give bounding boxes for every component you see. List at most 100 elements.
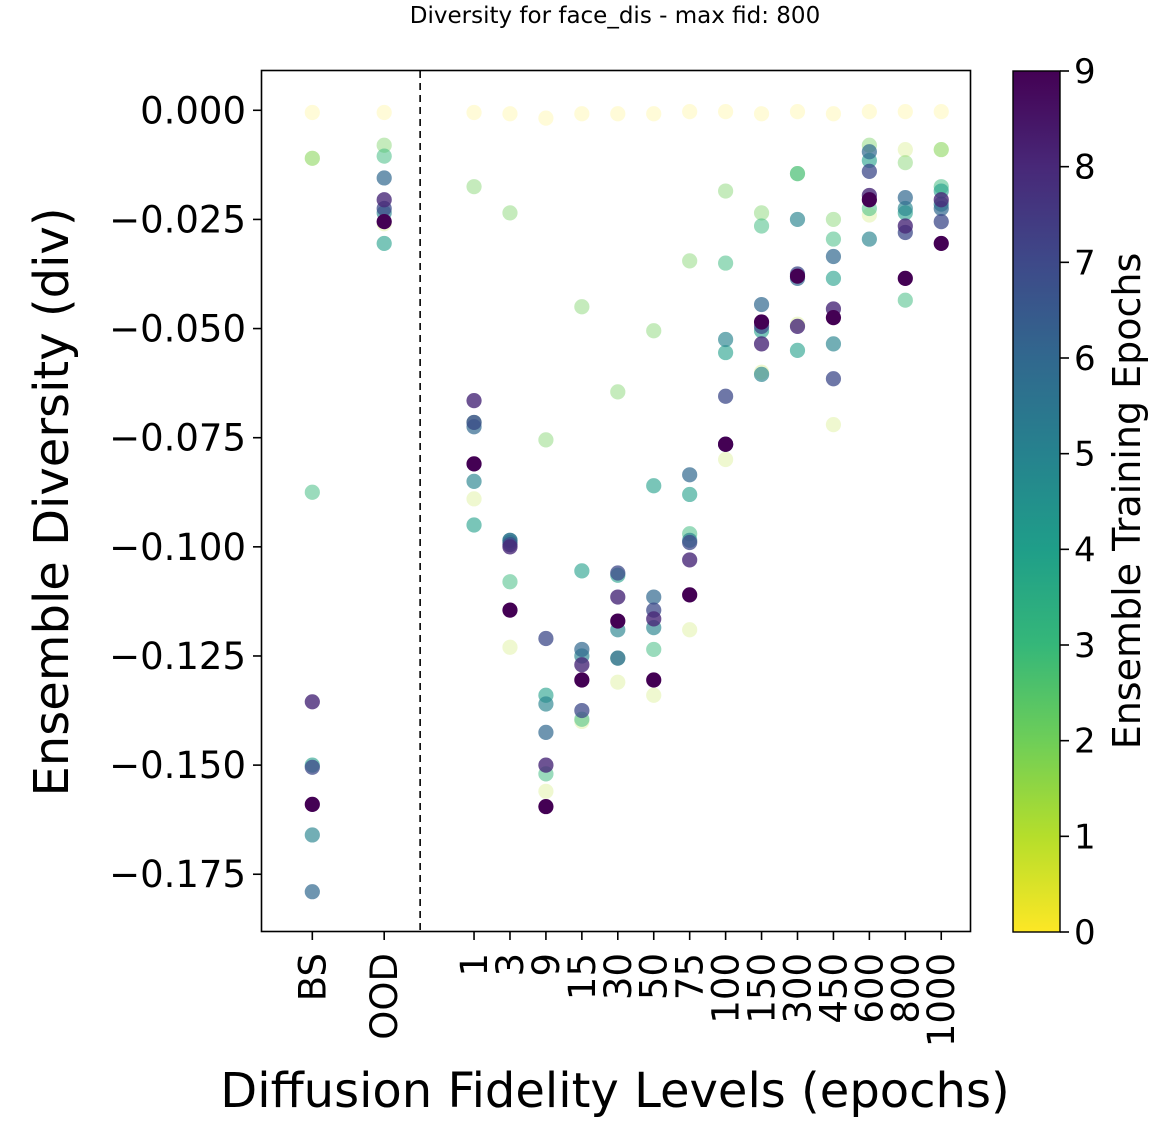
data-point	[304, 150, 320, 166]
data-point	[466, 517, 482, 533]
data-point	[538, 798, 554, 815]
data-point	[646, 641, 662, 658]
data-point	[753, 205, 770, 221]
data-point	[789, 211, 806, 228]
data-point	[502, 539, 518, 555]
x-tick-label: OOD	[363, 953, 406, 1040]
data-point	[933, 141, 949, 158]
x-tick-label: 9	[525, 953, 568, 977]
data-point	[538, 432, 554, 448]
data-point	[753, 366, 770, 383]
data-point	[376, 104, 392, 121]
x-tick-label: 600	[848, 953, 891, 1024]
data-point	[376, 148, 392, 164]
data-point	[825, 211, 842, 228]
data-point	[466, 491, 482, 507]
data-point	[933, 235, 949, 252]
y-tick-label: −0.100	[109, 526, 246, 569]
data-point	[538, 783, 554, 799]
data-point	[646, 589, 662, 605]
data-point	[646, 687, 662, 703]
data-point	[466, 414, 482, 431]
data-point	[753, 314, 770, 330]
data-point	[897, 103, 913, 120]
data-point	[538, 630, 554, 647]
data-point	[825, 270, 842, 286]
x-tick-label: 3	[489, 953, 532, 977]
data-point	[574, 657, 590, 673]
data-point	[825, 310, 842, 326]
data-point	[574, 641, 590, 658]
data-point	[897, 270, 913, 286]
data-point	[538, 724, 554, 740]
data-point	[304, 694, 320, 710]
colorbar-tick-label: 3	[1074, 626, 1096, 666]
x-tick-label: BS	[291, 953, 334, 1001]
x-tick-label: 1000	[920, 953, 963, 1047]
data-point	[861, 163, 877, 180]
y-tick-label: −0.125	[109, 635, 246, 678]
data-point	[753, 336, 770, 352]
data-point	[933, 192, 949, 208]
data-point	[466, 473, 482, 489]
data-point	[646, 478, 662, 494]
data-point	[718, 255, 734, 271]
data-point	[718, 183, 734, 199]
data-point	[933, 214, 949, 230]
data-point	[538, 757, 554, 773]
data-point	[502, 602, 518, 618]
colorbar-tick-label: 6	[1074, 339, 1096, 379]
data-point	[304, 104, 320, 121]
x-tick-label: 15	[561, 953, 604, 1000]
data-point	[574, 106, 590, 122]
data-point	[753, 106, 770, 122]
data-point	[825, 106, 842, 122]
data-point	[646, 611, 662, 627]
data-point	[718, 436, 734, 452]
data-point	[538, 110, 554, 126]
colorbar-tick-label: 4	[1074, 530, 1096, 570]
data-point	[610, 674, 626, 690]
x-tick-label: 150	[741, 953, 784, 1024]
data-point	[682, 467, 698, 483]
data-point	[825, 248, 842, 265]
x-tick-label: 100	[705, 953, 748, 1024]
data-point	[897, 218, 913, 234]
colorbar-tick-label: 8	[1074, 148, 1096, 188]
data-point	[897, 141, 913, 158]
x-tick-label: 450	[812, 953, 855, 1024]
data-point	[789, 342, 806, 358]
data-point	[825, 231, 842, 247]
data-point	[933, 141, 949, 158]
colorbar-tick-label: 9	[1074, 52, 1096, 92]
data-point	[897, 155, 913, 171]
data-point	[682, 253, 698, 269]
colorbar-tick-label: 1	[1074, 817, 1096, 857]
data-point	[610, 613, 626, 629]
data-point	[466, 179, 482, 195]
x-tick-label: 800	[884, 953, 927, 1024]
y-tick-label: −0.050	[109, 308, 246, 351]
data-point	[753, 296, 770, 313]
data-point	[897, 189, 913, 206]
data-point	[376, 170, 392, 186]
data-point	[502, 574, 518, 590]
data-point	[376, 214, 392, 230]
data-point	[304, 796, 320, 813]
colorbar-tick-label: 2	[1074, 722, 1096, 762]
x-tick-label: 50	[633, 953, 676, 1000]
data-point	[861, 231, 877, 247]
data-point	[682, 103, 698, 120]
colorbar-tick-label: 5	[1074, 435, 1096, 475]
data-point	[502, 205, 518, 221]
data-point	[718, 451, 734, 468]
data-point	[466, 392, 482, 409]
colorbar-tick-label: 7	[1074, 243, 1096, 283]
data-point	[610, 565, 626, 581]
plot-frame	[260, 69, 972, 933]
data-point	[646, 323, 662, 339]
data-point	[825, 336, 842, 352]
chart-title: Diversity for face_dis - max fid: 800	[410, 3, 820, 29]
data-point	[376, 235, 392, 252]
